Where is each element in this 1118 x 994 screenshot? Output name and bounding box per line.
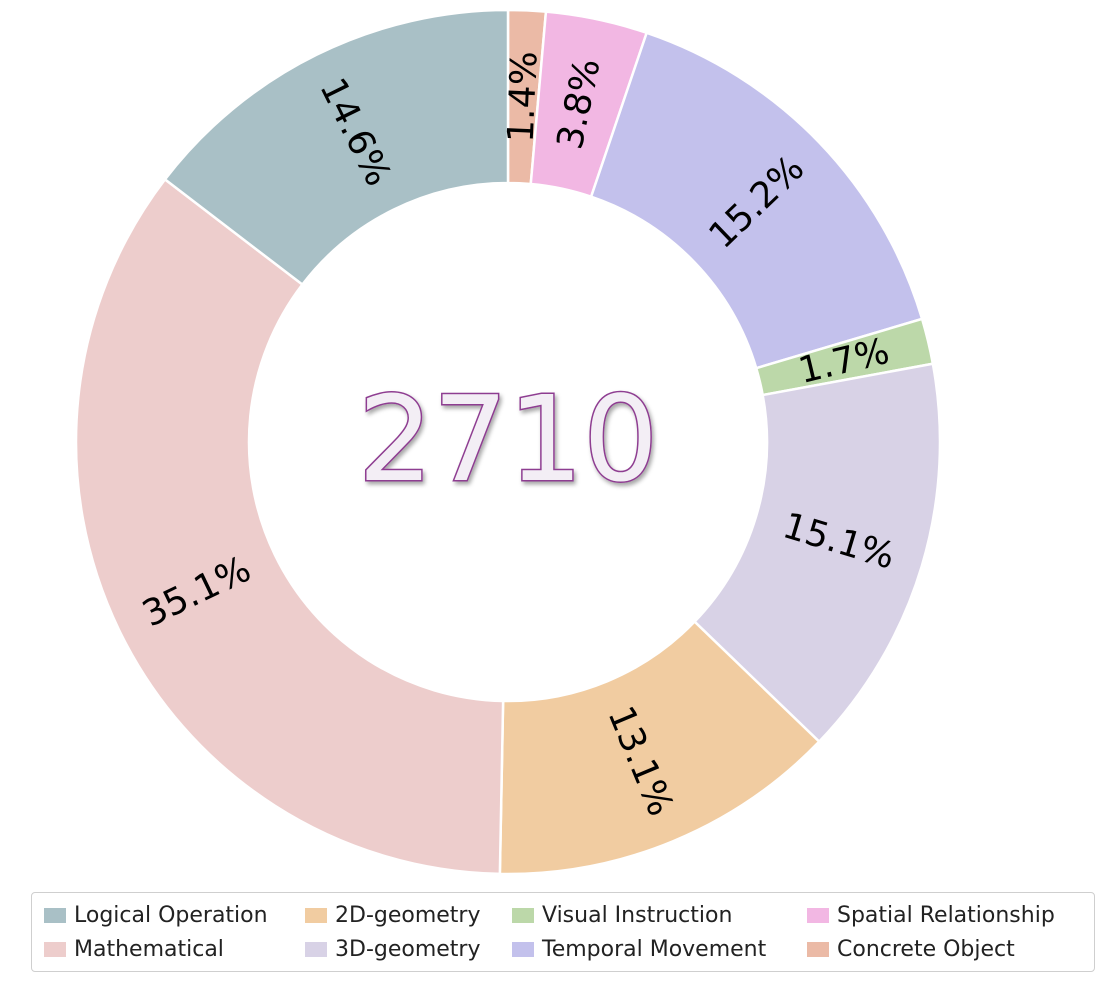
legend-swatch [807, 941, 829, 957]
legend-label: 3D-geometry [335, 936, 481, 962]
legend-swatch [44, 907, 66, 923]
legend-label: Mathematical [74, 936, 224, 962]
legend-item-concrete-object: Concrete Object [807, 935, 1015, 963]
slice-mathematical [74, 177, 505, 876]
slice-label-concrete-object: 1.4% [501, 50, 546, 143]
legend-item-logical-operation: Logical Operation [44, 901, 268, 929]
slice-temporal-movement [589, 31, 924, 370]
slice-3d-geometry [692, 362, 942, 744]
legend-item-mathematical: Mathematical [44, 935, 224, 963]
legend-swatch [807, 907, 829, 923]
legend-item-3d-geometry: 3D-geometry [305, 935, 481, 963]
slices-layer [74, 8, 942, 876]
legend-label: 2D-geometry [335, 902, 481, 928]
legend-item-visual-instruction: Visual Instruction [512, 901, 732, 929]
donut-chart: 1.4% 3.8%15.2%1.7%15.1%13.1%35.1%14.6% 27… [74, 8, 942, 876]
slice-logical-operation [163, 8, 510, 287]
legend-label: Visual Instruction [542, 902, 733, 928]
legend-swatch [44, 941, 66, 957]
center-total-label: 2710 [358, 370, 658, 508]
legend-swatch [305, 907, 327, 923]
slice-2d-geometry [498, 619, 821, 876]
legend-item-spatial-relationship: Spatial Relationship [807, 901, 1055, 929]
legend-label: Logical Operation [74, 902, 268, 928]
legend-label: Concrete Object [837, 936, 1015, 962]
legend-label: Temporal Movement [542, 936, 767, 962]
legend-swatch [512, 907, 534, 923]
chart-legend: Logical Operation Mathematical 2D-geometry… [31, 892, 1095, 972]
legend-label: Spatial Relationship [837, 902, 1055, 928]
legend-swatch [305, 941, 327, 957]
legend-item-temporal-movement: Temporal Movement [512, 935, 766, 963]
legend-swatch [512, 941, 534, 957]
legend-item-2d-geometry: 2D-geometry [305, 901, 481, 929]
